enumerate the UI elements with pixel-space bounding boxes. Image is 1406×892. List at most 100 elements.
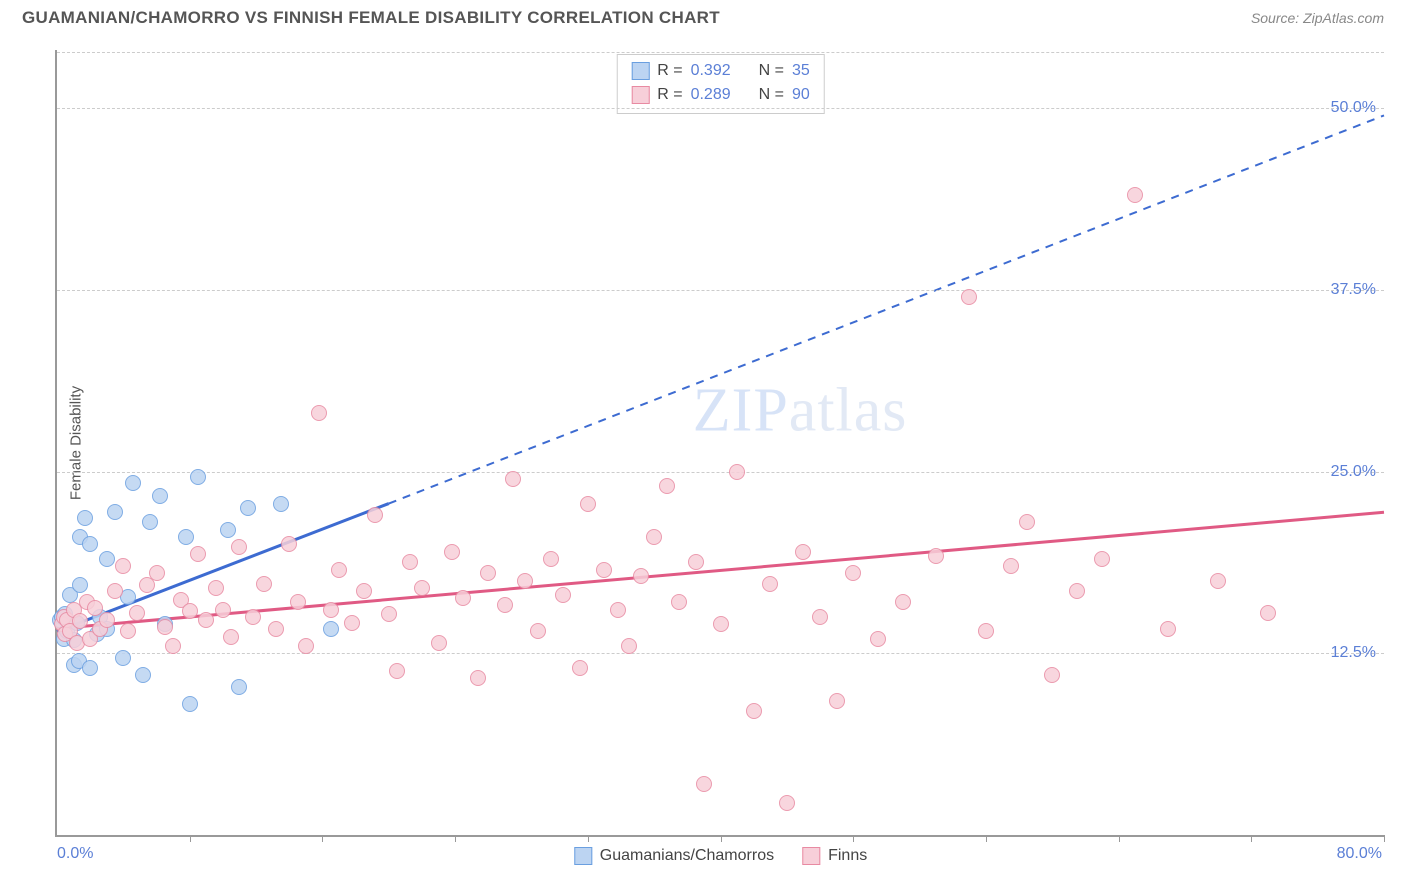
data-point-finns (323, 602, 339, 618)
gridline (57, 108, 1384, 109)
data-point-guamanians (231, 679, 247, 695)
data-point-finns (470, 670, 486, 686)
data-point-finns (389, 663, 405, 679)
data-point-finns (381, 606, 397, 622)
data-point-finns (1044, 667, 1060, 683)
data-point-finns (688, 554, 704, 570)
data-point-finns (580, 496, 596, 512)
data-point-finns (829, 693, 845, 709)
data-point-finns (961, 289, 977, 305)
x-tick (322, 835, 323, 842)
x-axis-max-label: 80.0% (1337, 845, 1382, 863)
legend-item-guamanians: Guamanians/Chamorros (574, 847, 774, 865)
r-label: R = (657, 83, 682, 107)
data-point-finns (596, 562, 612, 578)
data-point-finns (402, 554, 418, 570)
watermark: ZIPatlas (693, 376, 908, 447)
data-point-finns (779, 795, 795, 811)
data-point-finns (505, 471, 521, 487)
data-point-finns (245, 609, 261, 625)
gridline (57, 290, 1384, 291)
legend-label: Finns (828, 847, 867, 865)
legend-label: Guamanians/Chamorros (600, 847, 774, 865)
data-point-finns (231, 539, 247, 555)
data-point-finns (129, 605, 145, 621)
data-point-finns (165, 638, 181, 654)
data-point-finns (928, 548, 944, 564)
n-value: 35 (792, 59, 810, 83)
data-point-guamanians (82, 536, 98, 552)
data-point-finns (621, 638, 637, 654)
legend-swatch (631, 62, 649, 80)
data-point-finns (713, 616, 729, 632)
data-point-guamanians (240, 500, 256, 516)
data-point-finns (1094, 551, 1110, 567)
y-tick-label: 12.5% (1331, 644, 1376, 662)
data-point-finns (1160, 621, 1176, 637)
data-point-guamanians (82, 660, 98, 676)
data-point-finns (795, 544, 811, 560)
data-point-finns (845, 565, 861, 581)
data-point-finns (572, 660, 588, 676)
data-point-guamanians (220, 522, 236, 538)
data-point-finns (198, 612, 214, 628)
stats-row: R = 0.289 N = 90 (631, 83, 810, 107)
x-axis-min-label: 0.0% (57, 845, 93, 863)
data-point-finns (1069, 583, 1085, 599)
data-point-finns (480, 565, 496, 581)
data-point-finns (1127, 187, 1143, 203)
data-point-finns (1210, 573, 1226, 589)
data-point-finns (256, 576, 272, 592)
data-point-finns (895, 594, 911, 610)
x-tick (455, 835, 456, 842)
data-point-finns (497, 597, 513, 613)
data-point-guamanians (99, 551, 115, 567)
legend-swatch (802, 847, 820, 865)
data-point-finns (978, 623, 994, 639)
data-point-finns (149, 565, 165, 581)
trend-lines (57, 50, 1384, 835)
y-axis-label: Female Disability (68, 385, 85, 499)
data-point-guamanians (152, 488, 168, 504)
data-point-finns (298, 638, 314, 654)
data-point-finns (543, 551, 559, 567)
data-point-guamanians (178, 529, 194, 545)
data-point-finns (696, 776, 712, 792)
data-point-finns (746, 703, 762, 719)
data-point-guamanians (273, 496, 289, 512)
data-point-finns (1019, 514, 1035, 530)
data-point-finns (157, 619, 173, 635)
series-legend: Guamanians/Chamorros Finns (574, 847, 867, 865)
data-point-finns (414, 580, 430, 596)
data-point-finns (530, 623, 546, 639)
data-point-finns (107, 583, 123, 599)
data-point-finns (671, 594, 687, 610)
stats-row: R =0.392N =35 (631, 59, 810, 83)
data-point-finns (182, 603, 198, 619)
data-point-guamanians (115, 650, 131, 666)
x-tick (190, 835, 191, 842)
r-value: 0.289 (691, 83, 731, 107)
legend-swatch (631, 86, 649, 104)
data-point-guamanians (182, 696, 198, 712)
data-point-finns (215, 602, 231, 618)
gridline (57, 52, 1384, 53)
data-point-finns (444, 544, 460, 560)
data-point-guamanians (190, 469, 206, 485)
data-point-finns (268, 621, 284, 637)
legend-item-finns: Finns (802, 847, 867, 865)
scatter-chart: ZIPatlas Female Disability R =0.392N =35… (55, 50, 1384, 837)
data-point-finns (610, 602, 626, 618)
gridline (57, 472, 1384, 473)
data-point-guamanians (125, 475, 141, 491)
n-label: N = (759, 83, 784, 107)
data-point-finns (223, 629, 239, 645)
correlation-stats-box: R =0.392N =35R = 0.289 N = 90 (616, 54, 825, 114)
data-point-guamanians (107, 504, 123, 520)
gridline (57, 653, 1384, 654)
data-point-guamanians (77, 510, 93, 526)
data-point-finns (455, 590, 471, 606)
n-value: 90 (792, 83, 810, 107)
data-point-finns (344, 615, 360, 631)
data-point-finns (633, 568, 649, 584)
